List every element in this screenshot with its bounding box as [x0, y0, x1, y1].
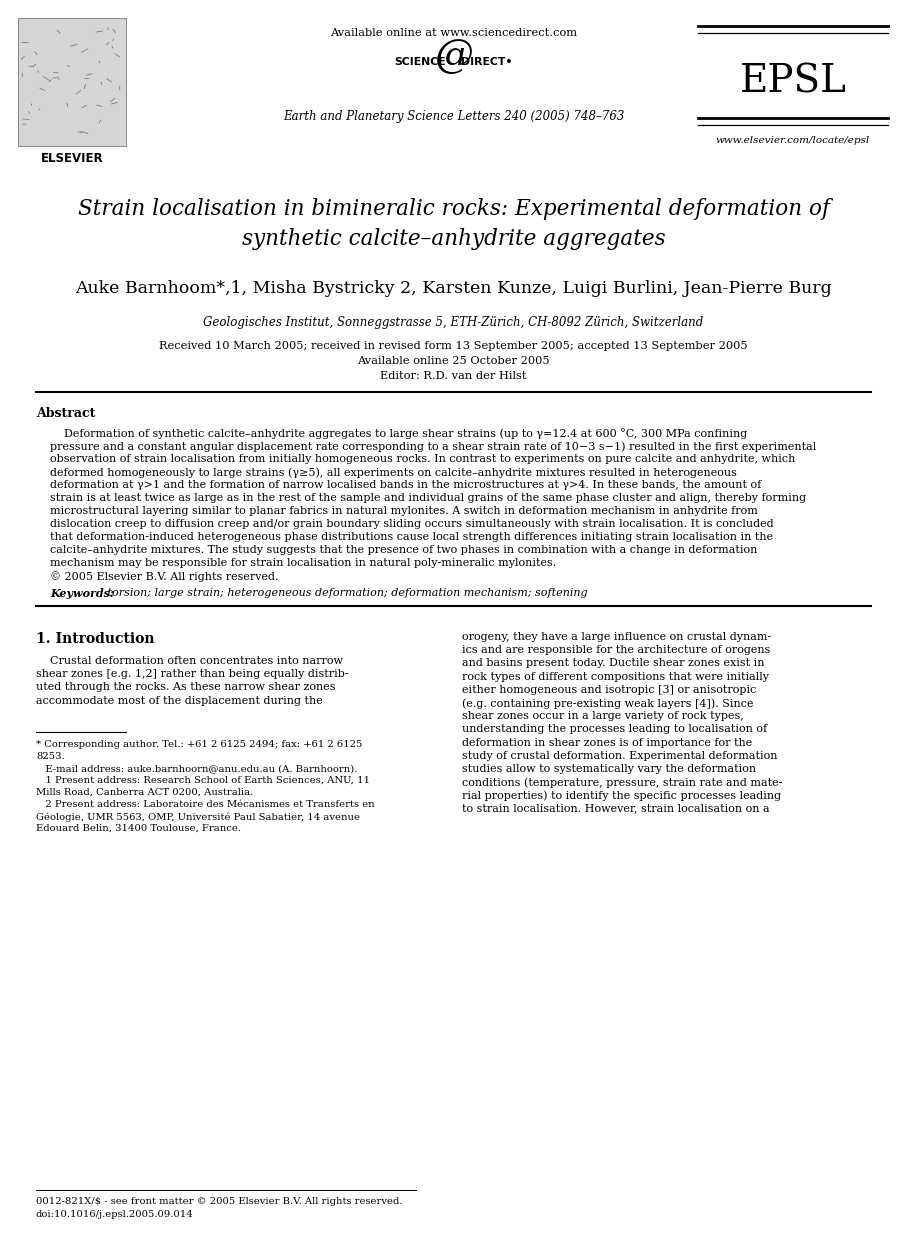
Text: Keywords:: Keywords: [50, 588, 114, 599]
Text: rock types of different compositions that were initially: rock types of different compositions tha… [462, 671, 769, 682]
Text: orogeny, they have a large influence on crustal dynam-: orogeny, they have a large influence on … [462, 633, 771, 643]
Text: mechanism may be responsible for strain localisation in natural poly-mineralic m: mechanism may be responsible for strain … [50, 558, 556, 568]
Text: (e.g. containing pre-existing weak layers [4]). Since: (e.g. containing pre-existing weak layer… [462, 698, 754, 708]
Text: © 2005 Elsevier B.V. All rights reserved.: © 2005 Elsevier B.V. All rights reserved… [50, 571, 278, 582]
Text: Strain localisation in bimineralic rocks: Experimental deformation of: Strain localisation in bimineralic rocks… [77, 198, 830, 220]
Text: ELSEVIER: ELSEVIER [41, 152, 103, 165]
Text: Deformation of synthetic calcite–anhydrite aggregates to large shear strains (up: Deformation of synthetic calcite–anhydri… [50, 428, 747, 439]
Text: Available online at www.sciencedirect.com: Available online at www.sciencedirect.co… [330, 28, 577, 38]
Text: torsion; large strain; heterogeneous deformation; deformation mechanism; softeni: torsion; large strain; heterogeneous def… [104, 588, 588, 598]
Text: shear zones [e.g. 1,2] rather than being equally distrib-: shear zones [e.g. 1,2] rather than being… [36, 670, 348, 680]
Text: and basins present today. Ductile shear zones exist in: and basins present today. Ductile shear … [462, 659, 765, 669]
Text: 2 Present address: Laboratoire des Mécanismes et Transferts en: 2 Present address: Laboratoire des Mécan… [36, 800, 375, 808]
Text: synthetic calcite–anhydrite aggregates: synthetic calcite–anhydrite aggregates [241, 228, 666, 250]
Text: accommodate most of the displacement during the: accommodate most of the displacement dur… [36, 696, 323, 706]
Text: Mills Road, Canberra ACT 0200, Australia.: Mills Road, Canberra ACT 0200, Australia… [36, 789, 253, 797]
Text: E-mail address: auke.barnhoorn@anu.edu.au (A. Barnhoorn).: E-mail address: auke.barnhoorn@anu.edu.a… [36, 764, 357, 773]
Text: Received 10 March 2005; received in revised form 13 September 2005; accepted 13 : Received 10 March 2005; received in revi… [160, 340, 747, 352]
Text: understanding the processes leading to localisation of: understanding the processes leading to l… [462, 724, 767, 734]
Text: study of crustal deformation. Experimental deformation: study of crustal deformation. Experiment… [462, 750, 777, 761]
Text: Auke Barnhoom*,1, Misha Bystricky 2, Karsten Kunze, Luigi Burlini, Jean-Pierre B: Auke Barnhoom*,1, Misha Bystricky 2, Kar… [75, 280, 832, 297]
Text: dislocation creep to diffusion creep and/or grain boundary sliding occurs simult: dislocation creep to diffusion creep and… [50, 519, 774, 529]
Text: doi:10.1016/j.epsl.2005.09.014: doi:10.1016/j.epsl.2005.09.014 [36, 1210, 194, 1219]
Text: 0012-821X/$ - see front matter © 2005 Elsevier B.V. All rights reserved.: 0012-821X/$ - see front matter © 2005 El… [36, 1197, 403, 1206]
Text: DIRECT•: DIRECT• [462, 57, 513, 67]
Text: Editor: R.D. van der Hilst: Editor: R.D. van der Hilst [380, 371, 527, 381]
Text: either homogeneous and isotropic [3] or anisotropic: either homogeneous and isotropic [3] or … [462, 685, 756, 695]
Text: pressure and a constant angular displacement rate corresponding to a shear strai: pressure and a constant angular displace… [50, 441, 816, 452]
Text: deformed homogeneously to large strains (γ≥5), all experiments on calcite–anhydr: deformed homogeneously to large strains … [50, 467, 736, 478]
Text: studies allow to systematically vary the deformation: studies allow to systematically vary the… [462, 764, 756, 774]
Text: strain is at least twice as large as in the rest of the sample and individual gr: strain is at least twice as large as in … [50, 493, 806, 503]
Text: that deformation-induced heterogeneous phase distributions cause local strength : that deformation-induced heterogeneous p… [50, 532, 773, 542]
Text: conditions (temperature, pressure, strain rate and mate-: conditions (temperature, pressure, strai… [462, 777, 783, 787]
Text: rial properties) to identify the specific processes leading: rial properties) to identify the specifi… [462, 790, 781, 801]
Text: calcite–anhydrite mixtures. The study suggests that the presence of two phases i: calcite–anhydrite mixtures. The study su… [50, 545, 757, 555]
Text: Available online 25 October 2005: Available online 25 October 2005 [357, 357, 550, 366]
Text: deformation at γ>1 and the formation of narrow localised bands in the microstruc: deformation at γ>1 and the formation of … [50, 480, 761, 490]
FancyBboxPatch shape [18, 19, 126, 146]
Text: 1 Present address: Research School of Earth Sciences, ANU, 11: 1 Present address: Research School of Ea… [36, 776, 370, 785]
Text: shear zones occur in a large variety of rock types,: shear zones occur in a large variety of … [462, 711, 744, 722]
Text: microstructural layering similar to planar fabrics in natural mylonites. A switc: microstructural layering similar to plan… [50, 506, 758, 516]
Text: ics and are responsible for the architecture of orogens: ics and are responsible for the architec… [462, 645, 770, 655]
Text: EPSL: EPSL [739, 63, 846, 100]
Text: Géologie, UMR 5563, OMP, Université Paul Sabatier, 14 avenue: Géologie, UMR 5563, OMP, Université Paul… [36, 812, 360, 822]
Text: Edouard Belin, 31400 Toulouse, France.: Edouard Belin, 31400 Toulouse, France. [36, 825, 241, 833]
Text: www.elsevier.com/locate/epsl: www.elsevier.com/locate/epsl [716, 136, 870, 145]
Text: 1. Introduction: 1. Introduction [36, 633, 154, 646]
Text: @: @ [434, 37, 473, 74]
Text: Earth and Planetary Science Letters 240 (2005) 748–763: Earth and Planetary Science Letters 240 … [283, 110, 624, 123]
Text: deformation in shear zones is of importance for the: deformation in shear zones is of importa… [462, 738, 752, 748]
Text: 8253.: 8253. [36, 751, 64, 761]
Text: uted through the rocks. As these narrow shear zones: uted through the rocks. As these narrow … [36, 682, 336, 692]
Text: * Corresponding author. Tel.: +61 2 6125 2494; fax: +61 2 6125: * Corresponding author. Tel.: +61 2 6125… [36, 740, 363, 749]
Text: SCIENCE: SCIENCE [394, 57, 445, 67]
Text: Abstract: Abstract [36, 407, 95, 420]
Text: to strain localisation. However, strain localisation on a: to strain localisation. However, strain … [462, 803, 770, 813]
Text: observation of strain localisation from initially homogeneous rocks. In contrast: observation of strain localisation from … [50, 454, 795, 464]
Text: Geologisches Institut, Sonneggstrasse 5, ETH-Zürich, CH-8092 Zürich, Switzerland: Geologisches Institut, Sonneggstrasse 5,… [203, 316, 704, 329]
Text: Crustal deformation often concentrates into narrow: Crustal deformation often concentrates i… [36, 656, 343, 666]
